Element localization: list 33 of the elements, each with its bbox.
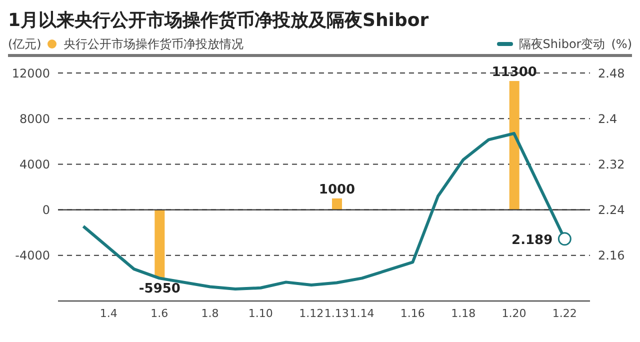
x-tick-label: 1.16 (400, 306, 425, 320)
y-tick-label: 12000 (12, 66, 50, 80)
legend-label: 央行公开市场操作货币净投放情况 (63, 36, 244, 52)
data-label: -5950 (138, 282, 180, 297)
data-label: 11300 (492, 64, 537, 80)
x-tick-label: 1.18 (451, 306, 476, 320)
y2-axis-title: (%) (611, 37, 632, 51)
x-tick-label: 1.8 (201, 306, 219, 320)
bar (509, 80, 520, 210)
x-tick-label: 1.4 (100, 306, 118, 320)
y-tick-label: -4000 (15, 248, 50, 263)
y2-tick-label: 2.48 (598, 66, 625, 80)
x-tick-label: 1.13 (324, 306, 349, 320)
y2-tick-label: 2.32 (598, 157, 625, 172)
y-tick-label: 8000 (19, 112, 50, 126)
chart-title: 1月以来央行公开市场操作货币净投放及隔夜Shibor (8, 9, 430, 33)
bar (332, 198, 342, 210)
y-tick-label: 0 (42, 203, 50, 218)
bar (154, 210, 165, 278)
x-tick-label: 1.22 (552, 306, 577, 320)
y2-tick-label: 2.4 (598, 112, 618, 126)
y2-tick-label: 2.16 (598, 248, 625, 263)
x-tick-label: 1.10 (248, 306, 273, 320)
x-tick-label: 1.12 (299, 306, 324, 320)
x-tick-label: 1.6 (150, 306, 168, 320)
data-label: 1000 (318, 182, 356, 198)
x-tick-label: 1.14 (350, 306, 374, 320)
y2-tick-label: 2.24 (598, 203, 625, 218)
x-tick-label: 1.20 (502, 306, 526, 320)
y-axis-title: (亿元) (8, 36, 42, 52)
y-tick-label: 4000 (19, 157, 50, 172)
data-label: 2.189 (512, 232, 553, 248)
legend-label: 隔夜Shibor变动 (518, 36, 606, 52)
